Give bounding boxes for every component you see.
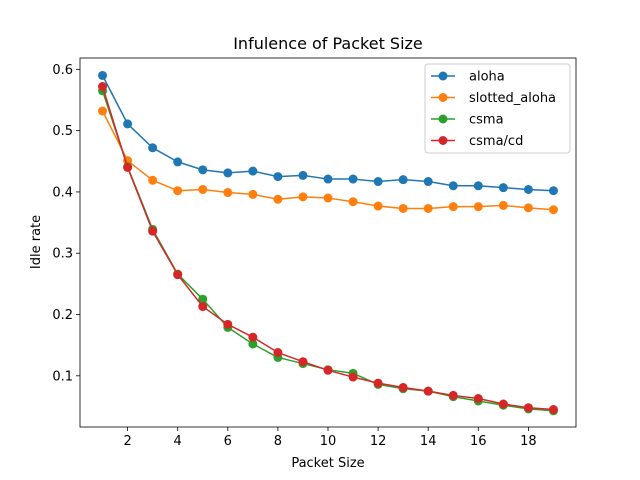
data-point	[448, 181, 458, 191]
series-layer	[98, 70, 558, 416]
data-point	[348, 197, 358, 207]
y-tick-label: 0.5	[52, 124, 73, 139]
data-point	[273, 172, 283, 182]
data-point	[173, 270, 183, 280]
data-point	[198, 302, 208, 312]
chart-title: Infulence of Packet Size	[233, 34, 423, 53]
y-tick-label: 0.4	[52, 185, 73, 200]
legend-marker	[438, 114, 448, 124]
legend-label: aloha	[469, 70, 505, 85]
data-point	[248, 339, 258, 349]
series-slotted-aloha	[98, 106, 558, 215]
y-tick-label: 0.2	[52, 308, 73, 323]
x-tick-label: 10	[320, 434, 337, 449]
x-tick-label: 2	[123, 434, 131, 449]
data-point	[398, 382, 408, 392]
axis-ticks: 2 4 6 8 10 12 14 16 18 0.1 0.2 0.3 0.4 0.5 0.6	[52, 63, 536, 449]
data-point	[373, 201, 383, 211]
data-point	[248, 189, 258, 199]
y-tick-label: 0.3	[52, 247, 73, 262]
x-tick-label: 8	[274, 434, 282, 449]
data-point	[98, 82, 108, 92]
legend-label: slotted_aloha	[469, 91, 556, 106]
data-point	[198, 184, 208, 194]
data-point	[273, 348, 283, 358]
data-point	[98, 106, 108, 116]
data-point	[373, 378, 383, 388]
data-point	[148, 175, 158, 185]
y-tick-label: 0.6	[52, 63, 73, 78]
data-point	[548, 186, 558, 196]
data-point	[448, 202, 458, 212]
legend-label: csma	[469, 113, 504, 128]
data-point	[548, 405, 558, 415]
data-point	[123, 162, 133, 172]
data-point	[473, 181, 483, 191]
data-point	[473, 393, 483, 403]
x-tick-label: 18	[520, 434, 537, 449]
legend-label: csma/cd	[469, 134, 523, 149]
data-point	[123, 119, 133, 129]
data-point	[173, 157, 183, 167]
data-point	[398, 203, 408, 213]
plot-frame	[79, 57, 577, 428]
data-point	[248, 166, 258, 176]
data-point	[148, 226, 158, 236]
data-point	[223, 168, 233, 178]
data-point	[148, 143, 158, 153]
x-tick-label: 14	[420, 434, 437, 449]
data-point	[223, 319, 233, 329]
data-point	[373, 177, 383, 187]
data-point	[273, 194, 283, 204]
data-point	[548, 205, 558, 215]
data-point	[323, 174, 333, 184]
data-point	[298, 170, 308, 180]
data-point	[348, 174, 358, 184]
data-point	[298, 192, 308, 202]
data-point	[198, 165, 208, 175]
data-point	[223, 188, 233, 198]
x-tick-label: 12	[370, 434, 387, 449]
legend-marker	[438, 93, 448, 102]
data-point	[498, 200, 508, 210]
data-point	[98, 70, 108, 80]
series-csma-cd	[98, 82, 558, 415]
data-point	[523, 184, 533, 194]
y-tick-label: 0.1	[52, 369, 73, 384]
y-axis-label: Idle rate	[29, 215, 44, 269]
series-aloha	[98, 70, 558, 196]
data-point	[423, 203, 433, 213]
data-point	[473, 202, 483, 212]
data-point	[423, 386, 433, 396]
data-point	[323, 193, 333, 203]
x-tick-label: 4	[174, 434, 182, 449]
legend-marker	[438, 136, 448, 145]
data-point	[448, 390, 458, 400]
legend-box	[424, 63, 571, 154]
data-point	[198, 294, 208, 304]
data-point	[498, 399, 508, 409]
data-point	[498, 183, 508, 193]
data-point	[173, 186, 183, 196]
x-tick-label: 16	[470, 434, 487, 449]
data-point	[523, 403, 533, 413]
x-axis-label: Packet Size	[291, 456, 364, 471]
data-point	[323, 365, 333, 375]
data-point	[248, 332, 258, 342]
data-point	[398, 175, 408, 185]
data-point	[348, 372, 358, 382]
x-tick-label: 6	[224, 434, 232, 449]
legend-marker	[438, 71, 448, 81]
data-point	[423, 177, 433, 187]
data-point	[298, 357, 308, 367]
data-point	[523, 203, 533, 213]
